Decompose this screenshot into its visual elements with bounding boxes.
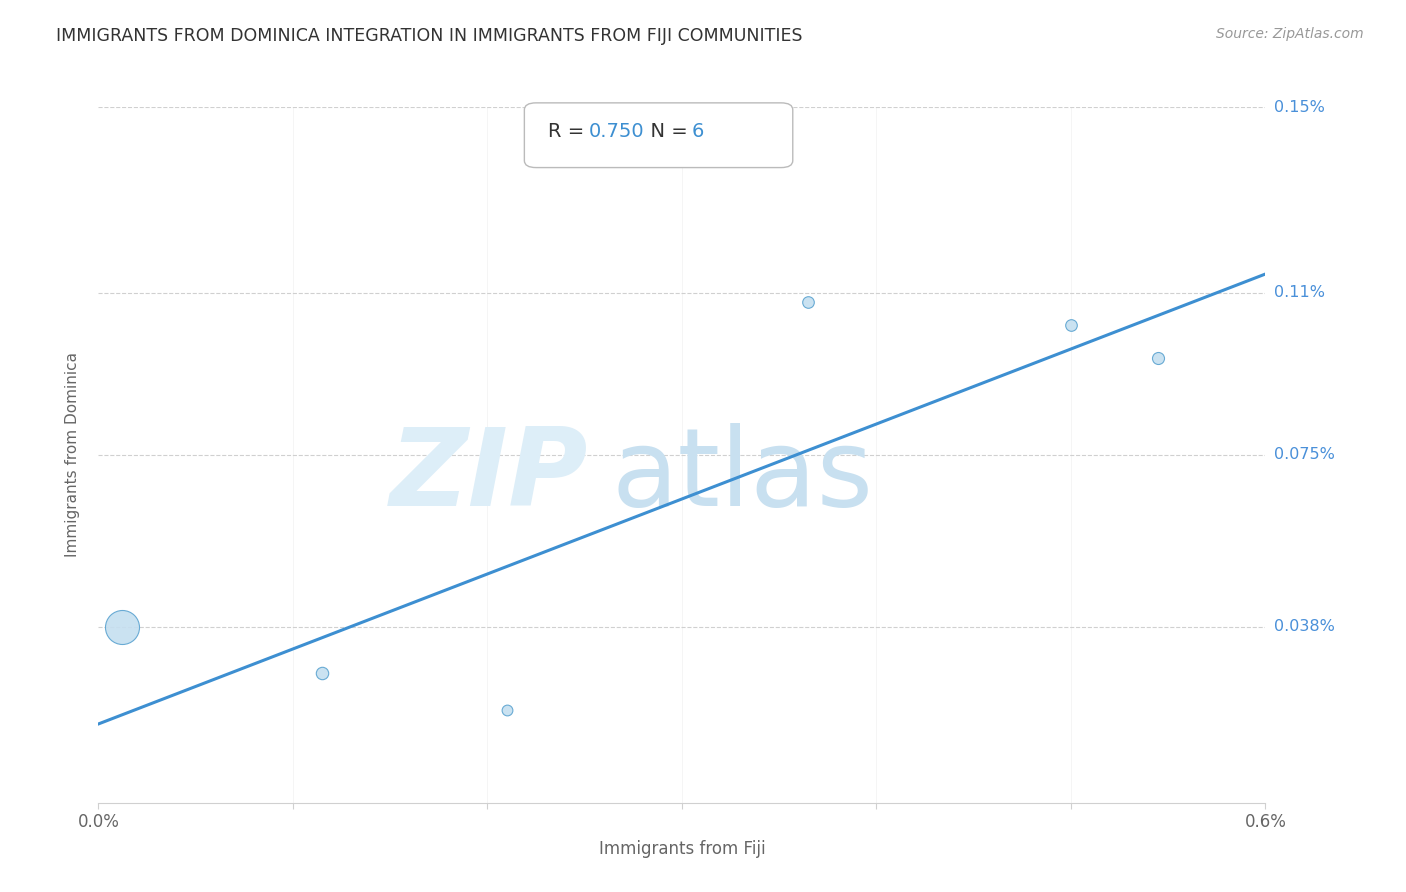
Point: [111, 619, 134, 633]
Text: 0.15%: 0.15%: [1274, 100, 1324, 114]
Point: [311, 665, 333, 680]
Text: 0.075%: 0.075%: [1274, 448, 1334, 462]
Point: [496, 703, 519, 717]
Point: [1060, 318, 1083, 332]
Text: 0.038%: 0.038%: [1274, 619, 1334, 634]
Text: 0.750: 0.750: [589, 122, 644, 141]
X-axis label: Immigrants from Fiji: Immigrants from Fiji: [599, 839, 765, 857]
Text: N =: N =: [637, 122, 693, 141]
Text: R =: R =: [548, 122, 591, 141]
Y-axis label: Immigrants from Dominica: Immigrants from Dominica: [65, 352, 80, 558]
Text: Source: ZipAtlas.com: Source: ZipAtlas.com: [1216, 27, 1364, 41]
Point: [1147, 351, 1170, 365]
Point: [797, 294, 820, 309]
Text: 6: 6: [692, 122, 703, 141]
FancyBboxPatch shape: [524, 103, 793, 168]
Text: 0.11%: 0.11%: [1274, 285, 1324, 300]
Text: IMMIGRANTS FROM DOMINICA INTEGRATION IN IMMIGRANTS FROM FIJI COMMUNITIES: IMMIGRANTS FROM DOMINICA INTEGRATION IN …: [56, 27, 803, 45]
Text: atlas: atlas: [612, 423, 875, 529]
Text: ZIP: ZIP: [391, 423, 589, 529]
